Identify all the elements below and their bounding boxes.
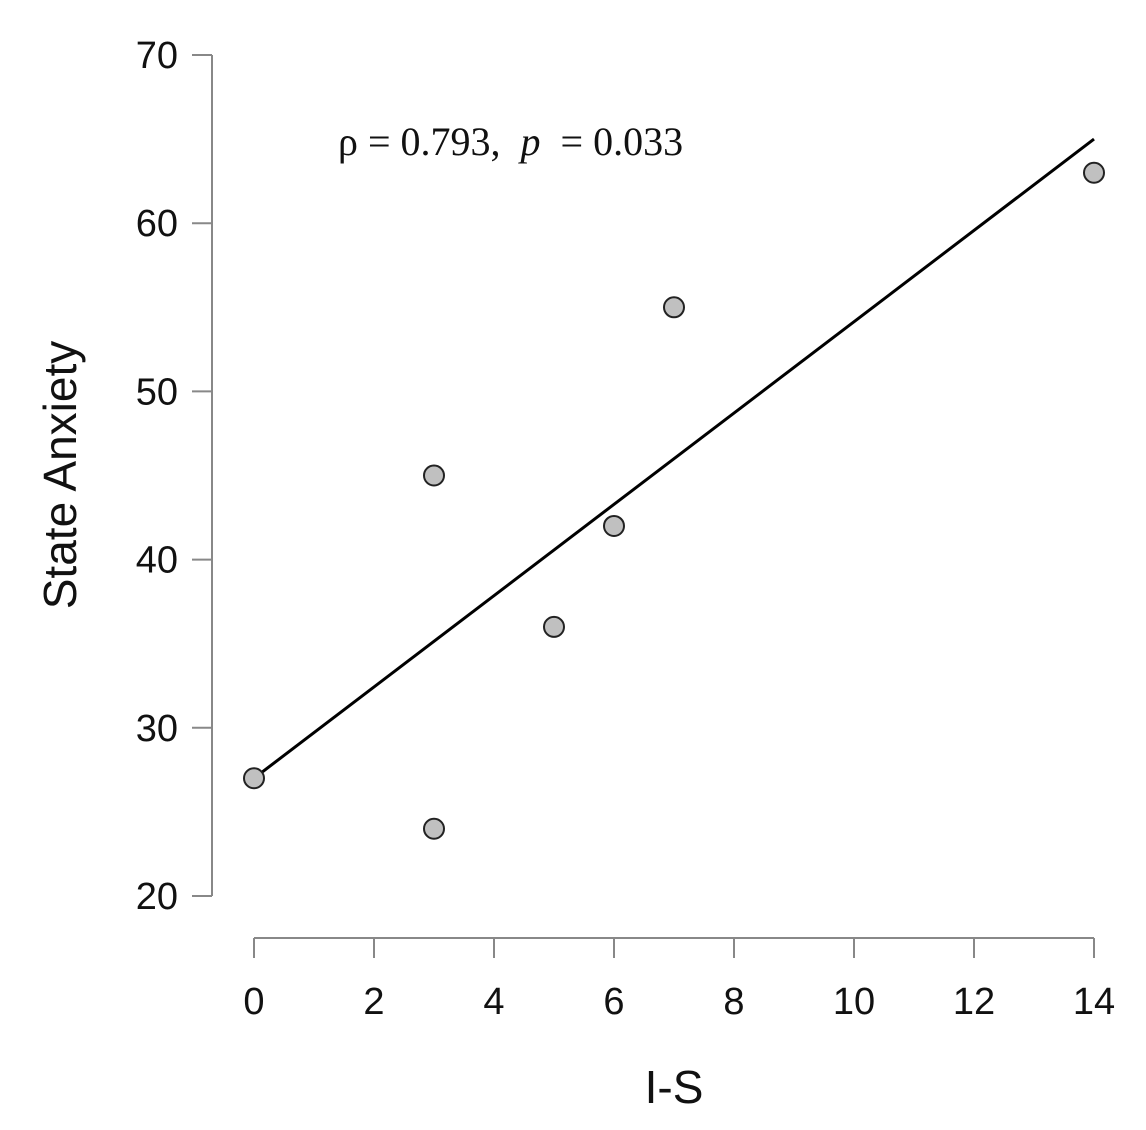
x-tick-label: 0 bbox=[243, 981, 264, 1023]
x-tick-label: 2 bbox=[363, 981, 384, 1023]
annotation-p-value: = 0.033 bbox=[561, 119, 684, 164]
regression-line-group bbox=[253, 137, 1095, 780]
x-tick-label: 6 bbox=[603, 981, 624, 1023]
x-tick-label: 14 bbox=[1073, 981, 1115, 1023]
y-axis-title: State Anxiety bbox=[34, 341, 86, 610]
x-tick-label: 10 bbox=[833, 981, 875, 1023]
data-point bbox=[1083, 161, 1105, 184]
data-point bbox=[243, 767, 265, 790]
annotation-rho: ρ = 0.793, bbox=[338, 119, 501, 164]
correlation-annotation: ρ = 0.793, p = 0.033 bbox=[338, 119, 683, 164]
data-point bbox=[423, 464, 445, 487]
y-tick-label: 40 bbox=[136, 540, 178, 582]
x-axis-title: I-S bbox=[645, 1061, 704, 1113]
data-point bbox=[543, 615, 565, 638]
y-tick-label: 30 bbox=[136, 708, 178, 750]
data-points bbox=[243, 161, 1105, 840]
data-point bbox=[663, 296, 685, 319]
regression-line bbox=[253, 137, 1095, 780]
annotation-p-symbol: p bbox=[518, 119, 541, 164]
y-tick-label: 50 bbox=[136, 371, 178, 413]
y-tick-label: 20 bbox=[136, 876, 178, 918]
y-tick-label: 70 bbox=[136, 35, 178, 77]
data-point bbox=[603, 514, 625, 537]
x-tick-label: 4 bbox=[483, 981, 504, 1023]
x-tick-label: 8 bbox=[723, 981, 744, 1023]
y-tick-label: 60 bbox=[136, 203, 178, 245]
y-axis: 20 30 40 50 60 70 bbox=[136, 35, 213, 918]
x-tick-label: 12 bbox=[953, 981, 995, 1023]
data-point bbox=[423, 817, 445, 840]
x-axis: 0 2 4 6 8 10 12 14 bbox=[243, 937, 1115, 1023]
